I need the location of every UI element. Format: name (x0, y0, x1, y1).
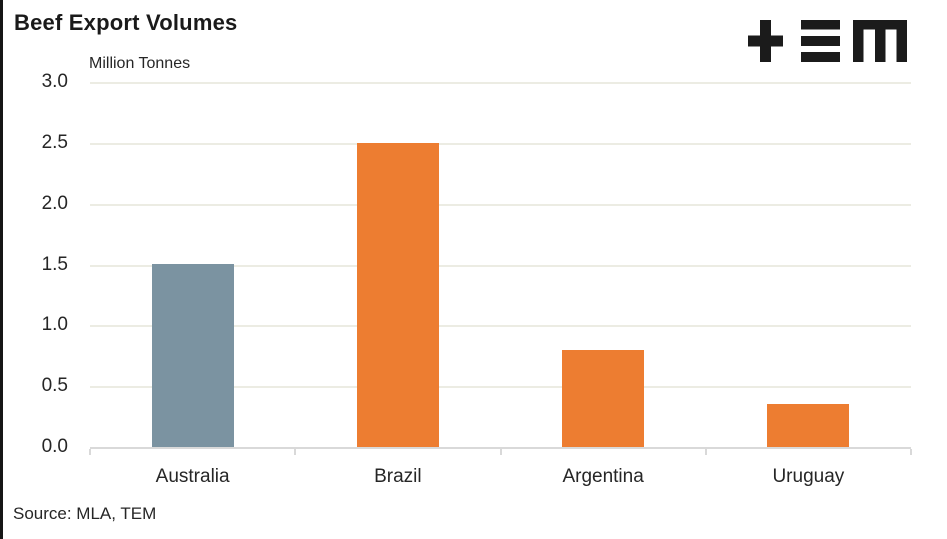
y-tick-label: 0.0 (41, 436, 68, 457)
bar-argentina (562, 350, 645, 447)
y-tick-label: 3.0 (41, 71, 68, 92)
y-tick-label: 0.5 (41, 375, 68, 397)
axis-tick (294, 449, 297, 455)
bar-column (706, 82, 911, 447)
axis-tick (910, 449, 912, 455)
y-tick-label: 1.0 (41, 314, 68, 336)
bar-brazil (356, 143, 439, 447)
gridline (90, 203, 911, 206)
bar-uruguay (767, 404, 850, 447)
category-label: Argentina (562, 466, 644, 487)
gridline (90, 142, 911, 145)
axis-tick (499, 449, 502, 455)
bar-column (501, 82, 706, 447)
axis-tick (89, 449, 91, 455)
gridline (90, 386, 911, 389)
plot-area (89, 82, 912, 455)
left-border (0, 0, 3, 539)
axis-tick (704, 449, 707, 455)
category-label: Brazil (374, 466, 422, 487)
y-tick-label: 1.5 (41, 253, 68, 275)
y-tick-label: 2.5 (41, 131, 68, 153)
y-tick-label: 2.0 (41, 192, 68, 214)
gridline (90, 264, 911, 267)
tem-logo-icon (748, 20, 907, 62)
bar-column (295, 82, 500, 447)
chart-title: Beef Export Volumes (14, 10, 238, 35)
bar-column (90, 82, 295, 447)
y-axis-unit-label: Million Tonnes (89, 55, 201, 82)
y-axis-labels: 3.0 2.5 2.0 1.5 1.0 0.5 0.0 (10, 71, 68, 457)
source-note: Source: MLA, TEM (13, 504, 157, 523)
category-label: Uruguay (772, 466, 845, 487)
bars-row (90, 82, 911, 447)
gridline (90, 325, 911, 328)
category-label: Australia (155, 466, 230, 487)
x-axis-labels: Australia Brazil Argentina Uruguay (90, 466, 911, 488)
bar-australia (151, 264, 234, 447)
gridline (90, 82, 911, 84)
